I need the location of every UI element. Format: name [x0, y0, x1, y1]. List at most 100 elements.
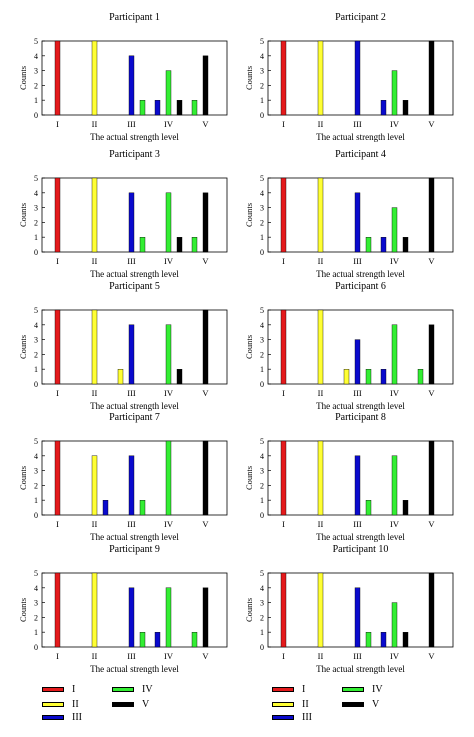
legend-swatch-I: [272, 687, 294, 692]
x-tick-label: II: [318, 256, 324, 266]
x-tick-label: IV: [164, 388, 174, 398]
bar-II-III: [117, 369, 124, 385]
bar-IV-III: [139, 500, 146, 516]
y-tick-label: 0: [34, 380, 38, 389]
legend-label-I: I: [302, 684, 306, 695]
y-tick-label: 4: [34, 321, 38, 330]
legend-label-IV: IV: [372, 684, 383, 695]
y-tick-label: 0: [260, 248, 264, 257]
x-tick-label: I: [282, 256, 285, 266]
x-tick-label: III: [353, 388, 362, 398]
y-tick-label: 3: [260, 67, 264, 76]
x-tick-label: I: [282, 519, 285, 529]
plot-frame: [267, 177, 454, 253]
x-tick-label: V: [202, 256, 209, 266]
bar-V-V: [428, 572, 435, 648]
bar-IV-V: [191, 99, 198, 116]
x-tick-label: II: [318, 388, 324, 398]
legend-label-V: V: [372, 699, 380, 710]
x-tick-label: IV: [390, 388, 400, 398]
bar-II-II: [91, 40, 98, 116]
x-tick-label: IV: [390, 256, 400, 266]
bar-V-IV: [402, 500, 409, 516]
bar-III-IV: [154, 99, 161, 116]
bar-IV-III: [139, 236, 146, 253]
legend-item-II: II: [42, 699, 79, 710]
x-tick-label: II: [318, 519, 324, 529]
legend-right: I II III IV V: [272, 684, 472, 732]
y-tick-label: 0: [34, 643, 38, 652]
y-tick-label: 1: [260, 233, 264, 242]
chart-title: Participant 6: [335, 281, 386, 292]
legend-label-IV: IV: [142, 684, 153, 695]
legend-label-III: III: [72, 712, 82, 723]
y-tick-label: 3: [260, 599, 264, 608]
y-tick-label: 1: [260, 496, 264, 505]
bar-V-V: [428, 177, 435, 253]
y-axis-label: Counts: [244, 66, 254, 90]
legend-swatch-III: [272, 715, 294, 720]
x-tick-label: IV: [164, 651, 174, 661]
chart-title: Participant 3: [109, 149, 160, 160]
y-axis-label: Counts: [244, 466, 254, 490]
x-axis-label: The actual strength level: [316, 401, 405, 411]
bar-II-II: [91, 309, 98, 385]
x-tick-label: IV: [164, 256, 174, 266]
bar-I-I: [54, 177, 61, 253]
x-tick-label: V: [202, 119, 209, 129]
legend-swatch-V: [342, 702, 364, 707]
y-tick-label: 0: [260, 111, 264, 120]
x-tick-label: III: [353, 119, 362, 129]
y-tick-label: 5: [34, 174, 38, 183]
bar-IV-V: [191, 632, 198, 648]
x-axis-label: The actual strength level: [90, 269, 179, 279]
legend-item-III: III: [272, 712, 312, 723]
y-tick-label: 4: [260, 189, 264, 198]
x-tick-label: III: [127, 119, 136, 129]
bar-IV-IV: [391, 70, 398, 116]
x-tick-label: I: [56, 519, 59, 529]
bar-III-III: [354, 455, 361, 516]
bar-IV-III: [365, 236, 372, 253]
x-axis-label: The actual strength level: [90, 132, 179, 142]
bar-V-IV: [176, 236, 183, 253]
y-tick-label: 3: [260, 204, 264, 213]
bar-I-I: [54, 309, 61, 385]
y-tick-label: 2: [260, 350, 264, 359]
y-tick-label: 2: [260, 81, 264, 90]
x-tick-label: I: [56, 119, 59, 129]
legend-label-I: I: [72, 684, 76, 695]
legend-item-I: I: [42, 684, 75, 695]
y-axis-label: Counts: [18, 466, 28, 490]
bar-V-V: [428, 440, 435, 516]
bar-V-IV: [176, 99, 183, 116]
x-axis-label: The actual strength level: [90, 532, 179, 542]
bar-IV-III: [365, 500, 372, 516]
y-tick-label: 4: [260, 52, 264, 61]
y-tick-label: 1: [34, 233, 38, 242]
x-tick-label: II: [318, 119, 324, 129]
bar-IV-IV: [165, 192, 172, 253]
chart-title: Participant 9: [109, 544, 160, 555]
bar-I-I: [280, 440, 287, 516]
bar-II-III: [343, 369, 350, 385]
plot-frame: [267, 40, 454, 116]
x-tick-label: V: [428, 119, 435, 129]
y-tick-label: 4: [34, 584, 38, 593]
y-tick-label: 2: [260, 218, 264, 227]
legend-swatch-V: [112, 702, 134, 707]
bar-V-IV: [402, 632, 409, 648]
bar-I-I: [280, 40, 287, 116]
bar-V-IV: [176, 369, 183, 385]
legend-label-III: III: [302, 712, 312, 723]
plot-frame: [41, 309, 228, 385]
x-tick-label: II: [92, 651, 98, 661]
plot-frame: [267, 440, 454, 516]
bar-II-II: [91, 455, 98, 516]
chart-title: Participant 8: [335, 412, 386, 423]
y-tick-label: 5: [34, 437, 38, 446]
bar-III-IV: [380, 632, 387, 648]
bar-IV-III: [365, 369, 372, 385]
legend-item-IV: IV: [112, 684, 153, 695]
bar-II-II: [317, 40, 324, 116]
